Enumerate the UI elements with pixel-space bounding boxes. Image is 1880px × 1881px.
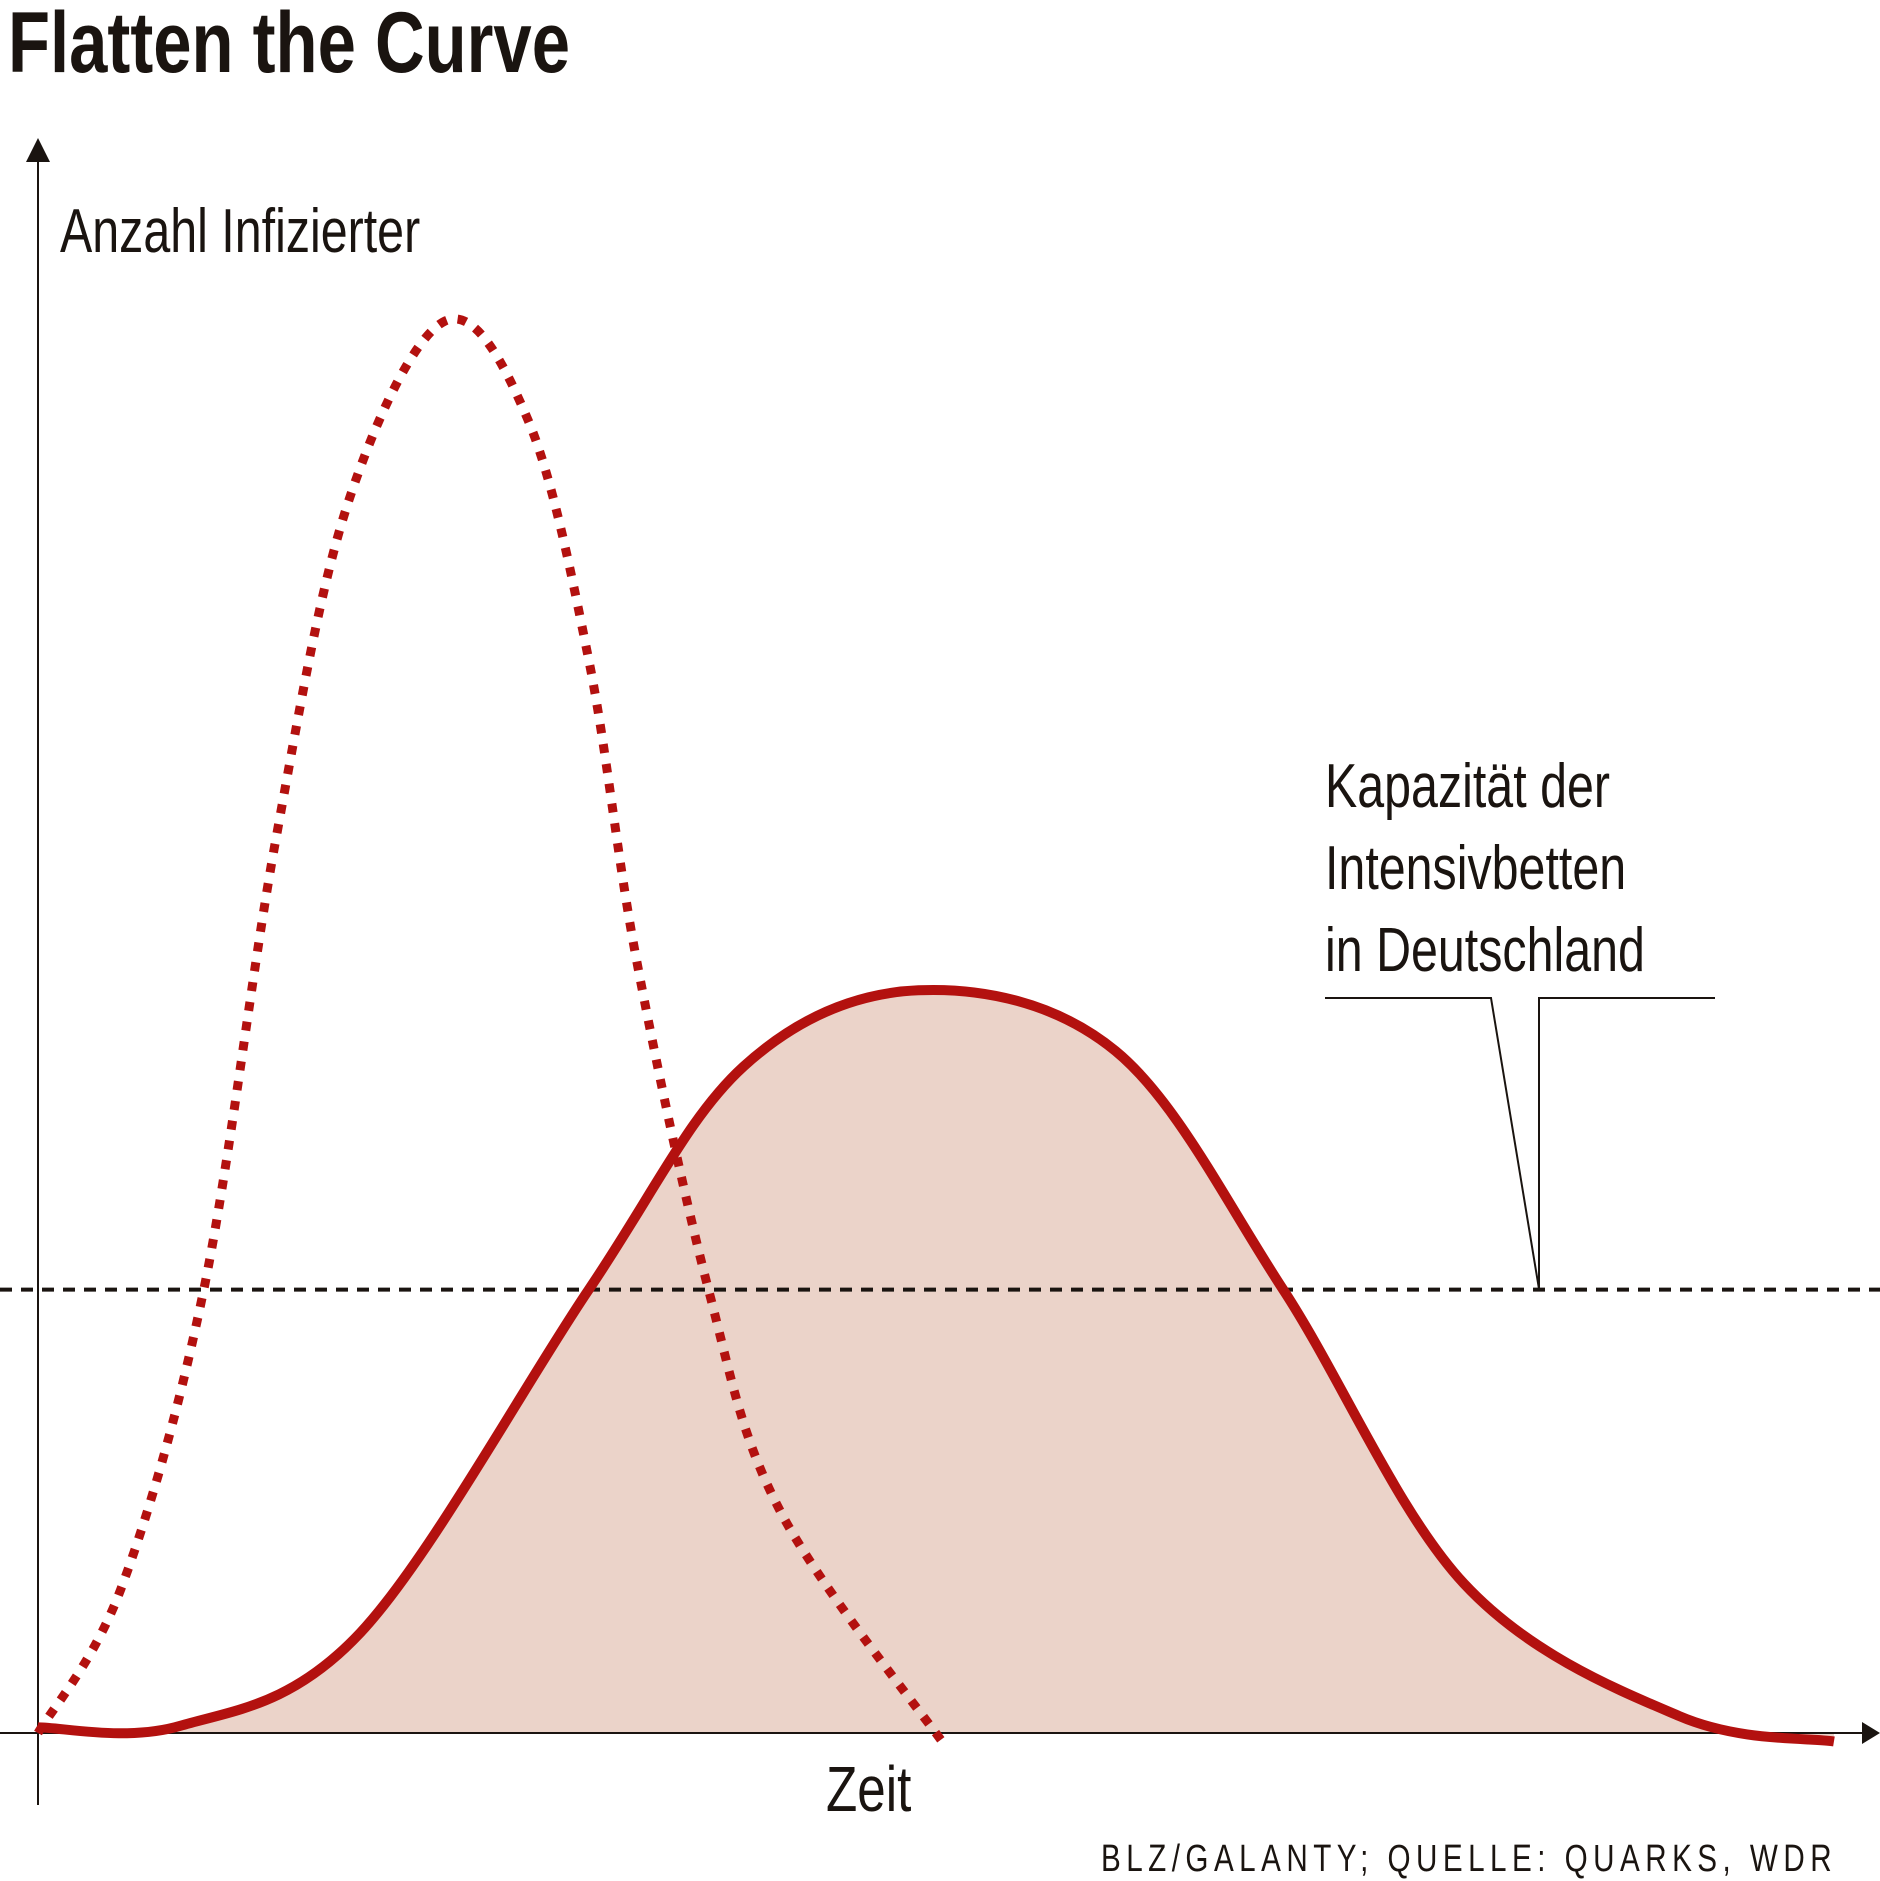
x-axis-arrow-icon xyxy=(1862,1722,1880,1744)
capacity-leader-line xyxy=(1325,997,1715,1290)
capacity-label-line: Intensivbetten xyxy=(1325,834,1627,903)
flattened-curve-line xyxy=(37,984,1835,1747)
x-axis-label: Zeit xyxy=(826,1753,912,1825)
chart-title: Flatten the Curve xyxy=(8,0,570,91)
flattened-curve-area xyxy=(38,989,1834,1742)
capacity-label: Kapazität der Intensivbetten in Deutschl… xyxy=(1325,746,1645,992)
capacity-label-line: Kapazität der xyxy=(1325,752,1610,821)
capacity-label-line: in Deutschland xyxy=(1325,916,1645,985)
y-axis-label: Anzahl Infizierter xyxy=(60,197,421,266)
y-axis-arrow-icon xyxy=(26,138,50,162)
source-credit: BLZ/GALANTY; QUELLE: QUARKS, WDR xyxy=(1101,1838,1838,1880)
unmitigated-curve-line xyxy=(34,314,950,1750)
